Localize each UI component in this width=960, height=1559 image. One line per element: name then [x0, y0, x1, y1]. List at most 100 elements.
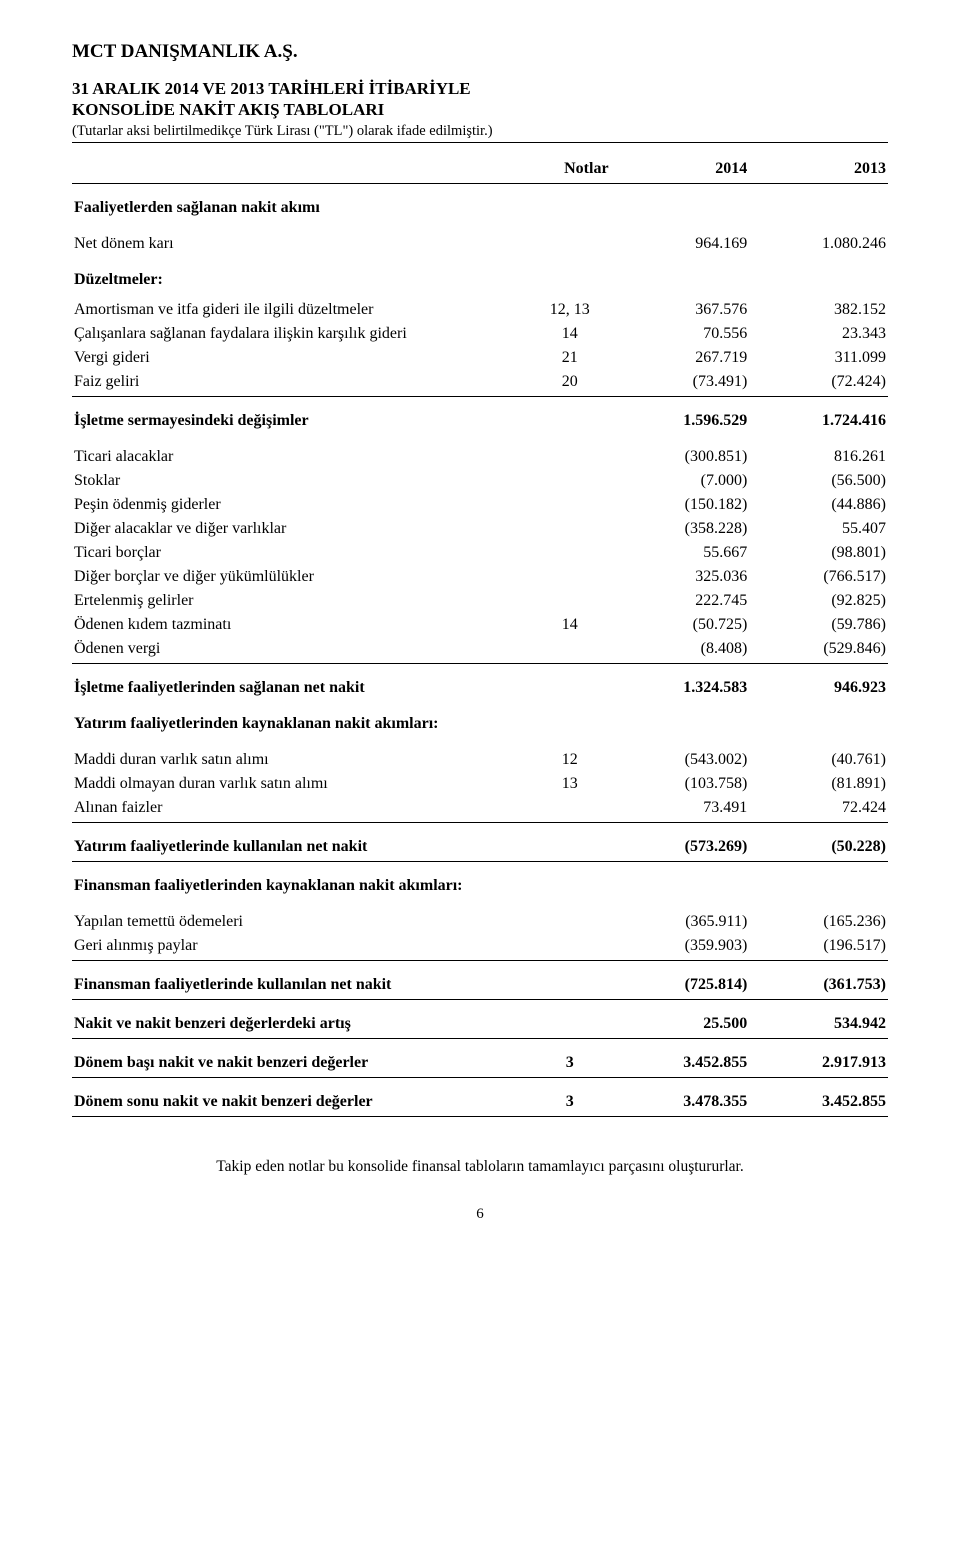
cell-notes: 12 [529, 736, 611, 772]
cell-notes [529, 220, 611, 256]
cell-y1: 25.500 [611, 1000, 750, 1039]
cell-notes [529, 796, 611, 823]
cell-y2: 72.424 [749, 796, 888, 823]
row-cash-begin: Dönem başı nakit ve nakit benzeri değerl… [72, 1039, 888, 1078]
cell-notes [529, 934, 611, 961]
cell-y2: (529.846) [749, 637, 888, 664]
cell-notes [529, 1000, 611, 1039]
cell-notes: 14 [529, 322, 611, 346]
cell-label: Dönem sonu nakit ve nakit benzeri değerl… [72, 1078, 529, 1117]
cell-notes: 12, 13 [529, 292, 611, 322]
cell-y1: (8.408) [611, 637, 750, 664]
row-cash-change: Nakit ve nakit benzeri değerlerdeki artı… [72, 1000, 888, 1039]
footer-note: Takip eden notlar bu konsolide finansal … [72, 1157, 888, 1176]
cell-y1: 55.667 [611, 541, 750, 565]
row-inventory: Stoklar (7.000) (56.500) [72, 469, 888, 493]
cell-label: İşletme sermayesindeki değişimler [72, 397, 529, 434]
row-inv-intangible: Maddi olmayan duran varlık satın alımı 1… [72, 772, 888, 796]
row-fin-dividend: Yapılan temettü ödemeleri (365.911) (165… [72, 898, 888, 934]
cell-notes [529, 541, 611, 565]
cell-notes: 3 [529, 1039, 611, 1078]
row-fin-net: Finansman faaliyetlerinde kullanılan net… [72, 961, 888, 1000]
title-line-1: 31 ARALIK 2014 VE 2013 TARİHLERİ İTİBARİ… [72, 78, 888, 99]
page-number: 6 [72, 1205, 888, 1224]
cell-notes [529, 961, 611, 1000]
cell-y2: 2.917.913 [749, 1039, 888, 1078]
header-y2: 2013 [749, 157, 888, 184]
cell-y2: 534.942 [749, 1000, 888, 1039]
cell-label: Finansman faaliyetlerinde kullanılan net… [72, 961, 529, 1000]
cell-y1: 3.452.855 [611, 1039, 750, 1078]
cell-notes [529, 469, 611, 493]
cell-y1: (103.758) [611, 772, 750, 796]
cell-y1: (543.002) [611, 736, 750, 772]
cell-label: Net dönem karı [72, 220, 529, 256]
cell-label: Ertelenmiş gelirler [72, 589, 529, 613]
company-name: MCT DANIŞMANLIK A.Ş. [72, 40, 888, 64]
header-rule [72, 142, 888, 143]
cell-y1: (7.000) [611, 469, 750, 493]
cell-y1: (300.851) [611, 433, 750, 469]
cell-label: Dönem başı nakit ve nakit benzeri değerl… [72, 1039, 529, 1078]
section-financing: Finansman faaliyetlerinden kaynaklanan n… [72, 862, 888, 899]
row-sev-paid: Ödenen kıdem tazminatı 14 (50.725) (59.7… [72, 613, 888, 637]
cell-y1: (573.269) [611, 823, 750, 862]
cell-label: Ticari borçlar [72, 541, 529, 565]
cell-label: Amortisman ve itfa gideri ile ilgili düz… [72, 292, 529, 322]
cell-y1: (50.725) [611, 613, 750, 637]
cell-label: Ödenen kıdem tazminatı [72, 613, 529, 637]
row-prepaid: Peşin ödenmiş giderler (150.182) (44.886… [72, 493, 888, 517]
cell-label: Nakit ve nakit benzeri değerlerdeki artı… [72, 1000, 529, 1039]
cell-y1: 964.169 [611, 220, 750, 256]
cell-label: İşletme faaliyetlerinden sağlanan net na… [72, 664, 529, 701]
row-cash-end: Dönem sonu nakit ve nakit benzeri değerl… [72, 1078, 888, 1117]
cash-flow-table: Notlar 2014 2013 Faaliyetlerden sağlanan… [72, 157, 888, 1117]
cell-notes [529, 517, 611, 541]
cell-label: Maddi olmayan duran varlık satın alımı [72, 772, 529, 796]
row-trade-pay: Ticari borçlar 55.667 (98.801) [72, 541, 888, 565]
cell-y1: (150.182) [611, 493, 750, 517]
cell-label: Yapılan temettü ödemeleri [72, 898, 529, 934]
cell-y1: 1.324.583 [611, 664, 750, 701]
cell-y2: (361.753) [749, 961, 888, 1000]
cell-y1: 70.556 [611, 322, 750, 346]
cell-y1: (358.228) [611, 517, 750, 541]
row-other-rec: Diğer alacaklar ve diğer varlıklar (358.… [72, 517, 888, 541]
cell-y1: 325.036 [611, 565, 750, 589]
cell-notes [529, 493, 611, 517]
cell-notes [529, 397, 611, 434]
cell-y1: (365.911) [611, 898, 750, 934]
row-tax-expense: Vergi gideri 21 267.719 311.099 [72, 346, 888, 370]
cell-notes [529, 433, 611, 469]
cell-label: Peşin ödenmiş giderler [72, 493, 529, 517]
section-operating-label: Faaliyetlerden sağlanan nakit akımı [72, 184, 529, 221]
cell-label: Ödenen vergi [72, 637, 529, 664]
cell-label: Alınan faizler [72, 796, 529, 823]
cell-y2: 3.452.855 [749, 1078, 888, 1117]
header-notes: Notlar [529, 157, 611, 184]
cell-label: Vergi gideri [72, 346, 529, 370]
cell-y1: 73.491 [611, 796, 750, 823]
cell-y1: 367.576 [611, 292, 750, 322]
section-fin-label: Finansman faaliyetlerinden kaynaklanan n… [72, 862, 529, 899]
cell-y2: (56.500) [749, 469, 888, 493]
cell-label: Diğer alacaklar ve diğer varlıklar [72, 517, 529, 541]
cell-y2: (59.786) [749, 613, 888, 637]
cell-y2: 946.923 [749, 664, 888, 701]
row-wc-changes: İşletme sermayesindeki değişimler 1.596.… [72, 397, 888, 434]
row-employee: Çalışanlara sağlanan faydalara ilişkin k… [72, 322, 888, 346]
cell-y2: (81.891) [749, 772, 888, 796]
row-deferred: Ertelenmiş gelirler 222.745 (92.825) [72, 589, 888, 613]
cell-label: Faiz geliri [72, 370, 529, 397]
row-amort: Amortisman ve itfa gideri ile ilgili düz… [72, 292, 888, 322]
cell-y1: 1.596.529 [611, 397, 750, 434]
section-operating: Faaliyetlerden sağlanan nakit akımı [72, 184, 888, 221]
cell-y1: 222.745 [611, 589, 750, 613]
cell-y1: (725.814) [611, 961, 750, 1000]
currency-note: (Tutarlar aksi belirtilmedikçe Türk Lira… [72, 122, 888, 140]
header-y1: 2014 [611, 157, 750, 184]
cell-y2: 1.724.416 [749, 397, 888, 434]
row-interest-income: Faiz geliri 20 (73.491) (72.424) [72, 370, 888, 397]
cell-notes [529, 898, 611, 934]
cell-y2: (44.886) [749, 493, 888, 517]
